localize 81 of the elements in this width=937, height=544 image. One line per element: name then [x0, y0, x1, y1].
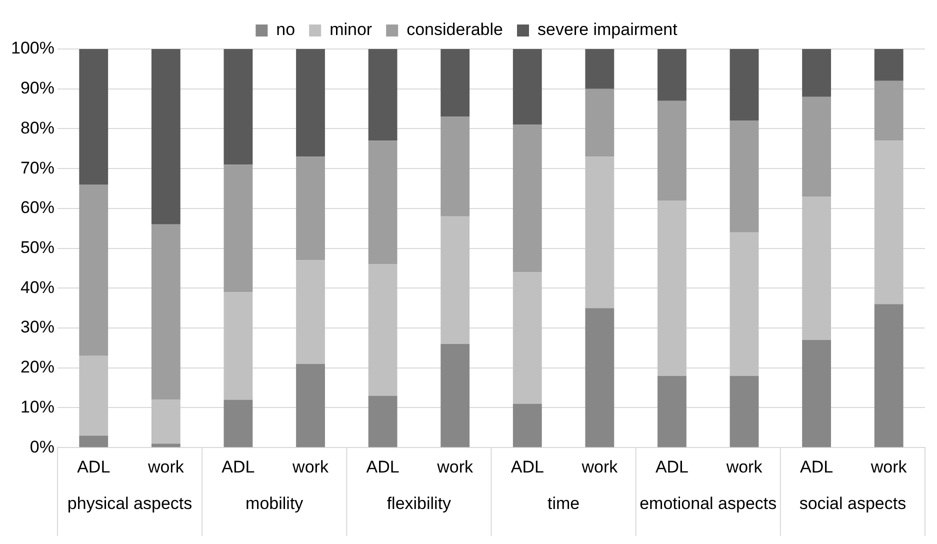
bar	[512, 272, 542, 404]
y-tick-label: 70%	[20, 158, 54, 178]
bar	[802, 49, 832, 97]
x-tick-label: work	[436, 457, 474, 476]
bar	[874, 140, 904, 304]
bar	[224, 49, 253, 165]
bar	[368, 264, 398, 396]
bar	[151, 224, 180, 400]
bar	[730, 376, 759, 448]
y-tick-label: 0%	[30, 437, 54, 456]
y-tick-label: 90%	[20, 78, 54, 98]
legend-label: minor	[330, 20, 372, 40]
bar	[730, 120, 759, 232]
y-tick-label: 50%	[20, 238, 54, 257]
text: physical aspects	[67, 494, 192, 513]
y-tick-label: 100%	[10, 38, 54, 58]
bar	[874, 304, 904, 448]
bar	[440, 116, 470, 216]
bar	[368, 49, 398, 141]
bar	[585, 49, 614, 89]
bar	[79, 184, 108, 356]
bar	[151, 444, 180, 448]
bar	[512, 124, 542, 272]
y-tick-label: 10%	[20, 397, 54, 416]
bar	[224, 164, 253, 292]
legend-label: no	[276, 20, 296, 40]
bar	[512, 404, 542, 448]
y-tick-label: 40%	[20, 278, 54, 297]
y-tick-label: 60%	[20, 198, 54, 218]
bar	[512, 49, 542, 125]
bar	[802, 196, 832, 340]
x-tick-label: ADL	[800, 457, 834, 476]
bar	[296, 49, 325, 157]
x-tick-label: ADL	[222, 457, 255, 476]
x-tick-label: work	[580, 457, 618, 476]
x-tick-label: ADL	[655, 457, 689, 476]
bar	[730, 49, 759, 121]
bar	[658, 376, 686, 448]
bar	[368, 396, 398, 448]
legend-label: severe impairment	[537, 20, 678, 40]
bar	[151, 400, 180, 444]
bar	[440, 49, 470, 117]
x-tick-label: work	[870, 457, 908, 476]
bar	[658, 200, 686, 376]
y-tick-label: 20%	[20, 358, 54, 377]
bar	[79, 436, 108, 448]
bar	[802, 96, 832, 196]
bar	[658, 100, 686, 200]
text: social aspects	[799, 494, 906, 513]
bar	[658, 49, 686, 101]
bar	[368, 140, 398, 264]
x-tick-label: ADL	[77, 457, 110, 476]
bar	[151, 49, 180, 224]
bar	[224, 292, 253, 400]
bar	[79, 49, 108, 185]
text: flexibility	[386, 494, 452, 513]
x-tick-label: work	[292, 457, 329, 476]
bar	[730, 232, 759, 376]
y-tick-label: 80%	[20, 118, 54, 138]
text: mobility	[246, 494, 304, 513]
text: time	[547, 494, 580, 513]
y-tick-label: 30%	[20, 318, 54, 337]
bar	[224, 400, 253, 448]
bar	[585, 88, 614, 157]
bar	[440, 216, 470, 344]
bar	[874, 80, 904, 141]
x-tick-label: ADL	[366, 457, 400, 476]
legend-label: considerable	[406, 20, 504, 40]
x-tick-label: ADL	[510, 457, 544, 476]
bar	[296, 364, 325, 448]
bar	[296, 260, 325, 364]
x-tick-label: work	[725, 457, 763, 476]
x-tick-label: work	[146, 457, 184, 476]
bar	[296, 156, 325, 260]
bar	[802, 340, 832, 448]
bar	[79, 356, 108, 436]
bar	[585, 308, 614, 448]
bar	[874, 49, 904, 81]
bar	[440, 344, 470, 448]
text: emotional aspects	[640, 494, 777, 513]
bar	[585, 156, 614, 308]
